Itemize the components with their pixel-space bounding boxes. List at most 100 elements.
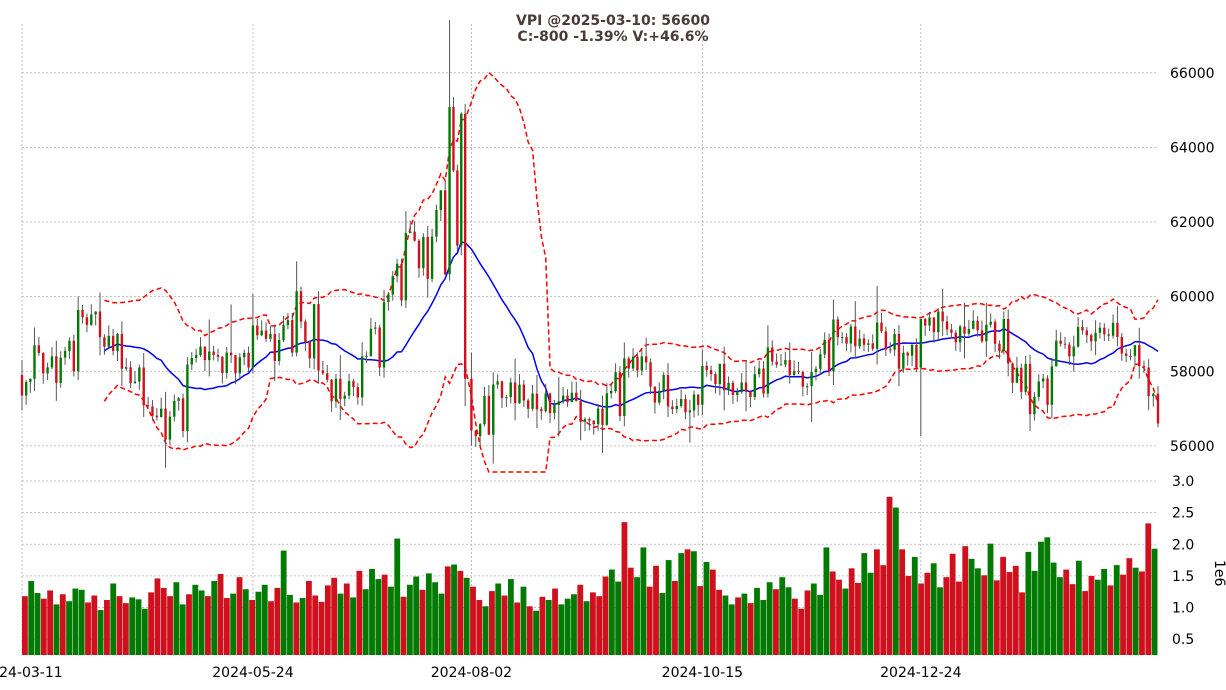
volume-bar [432, 582, 439, 655]
candle-up [33, 345, 36, 379]
candle-down [42, 353, 45, 374]
candle-up [967, 328, 971, 334]
candle-up [1050, 366, 1054, 405]
candle-up [658, 390, 661, 403]
candle-up [76, 310, 80, 372]
volume-bar [886, 496, 893, 655]
chart-title: VPI @2025-03-10: 56600 [516, 13, 710, 29]
volume-bar [1063, 569, 1070, 655]
candle-up [736, 392, 739, 395]
candle-down [1090, 335, 1093, 342]
volume-bar [381, 574, 388, 655]
volume-bar [842, 588, 849, 655]
volume-bar [501, 595, 508, 655]
candle-down [941, 311, 944, 322]
volume-bar [110, 583, 117, 655]
candle-up [177, 398, 180, 401]
candle-up [518, 384, 521, 404]
volume-bar [40, 598, 47, 655]
candle-up [832, 319, 835, 372]
candle-down [923, 318, 927, 326]
volume-bar [918, 583, 924, 655]
candle-down [55, 356, 58, 383]
candle-down [627, 358, 630, 369]
candle-up [260, 330, 263, 336]
volume-bar [526, 606, 533, 655]
volume-bar [968, 558, 975, 655]
candle-up [478, 424, 482, 437]
volume-bar [173, 582, 180, 655]
candle-down [470, 378, 473, 431]
volume-panel: 0.5 1.0 1.5 2.0 2.5 3.0 [22, 474, 1194, 655]
candle-up [806, 386, 809, 388]
volume-bar [697, 586, 704, 655]
candle-up [409, 231, 412, 234]
candle-up [640, 356, 644, 371]
candle-down [1142, 366, 1146, 368]
volume-bar [104, 599, 110, 655]
candle-down [579, 401, 582, 422]
candle-down [705, 365, 708, 371]
candle-up [766, 347, 770, 394]
bollinger-middle-line [103, 241, 1159, 408]
candle-up [194, 355, 198, 358]
candle-down [1028, 363, 1032, 415]
candle-up [343, 395, 346, 399]
volume-bar [899, 549, 906, 655]
volume-bar [356, 570, 363, 655]
volume-bar [627, 567, 634, 655]
candle-down [684, 398, 687, 413]
candle-up [374, 327, 377, 329]
candle-up [94, 311, 97, 315]
chart-subtitle: C:-800 -1.39% V:+46.6% [517, 29, 708, 45]
candle-down [321, 370, 325, 374]
volume-bar [583, 601, 590, 655]
volume-bar [640, 547, 647, 655]
volume-bar [1145, 523, 1152, 655]
candle-up [823, 339, 826, 355]
candle-down [592, 420, 595, 425]
candle-up [29, 378, 32, 383]
volume-bar [930, 563, 937, 655]
candle-up [972, 320, 975, 329]
volume-bar [924, 572, 931, 655]
candle-down [1011, 363, 1014, 383]
volume-bar [324, 585, 331, 655]
volume-bar [419, 589, 426, 655]
candle-down [352, 381, 355, 388]
volume-bar [943, 577, 950, 655]
candle-down [950, 329, 953, 333]
candle-up [505, 397, 508, 399]
candle-down [234, 355, 237, 374]
candle-up [810, 372, 813, 387]
candle-down [618, 372, 622, 417]
volume-bar [255, 591, 262, 655]
price-axis-ticks: 56000 58000 60000 62000 64000 66000 [1170, 66, 1215, 455]
candle-down [304, 321, 307, 342]
candle-down [513, 382, 517, 404]
volume-bar [28, 580, 35, 655]
volume-bar [205, 596, 211, 655]
bollinger-bands [103, 71, 1159, 473]
volume-bar [810, 583, 817, 655]
candle-down [744, 382, 748, 392]
candle-up [243, 352, 246, 358]
candle-down [181, 398, 185, 431]
candle-down [797, 371, 800, 373]
candle-down [527, 400, 530, 409]
candle-up [893, 333, 896, 350]
candle-down [696, 394, 700, 405]
volume-bar [97, 610, 104, 655]
volume-bar [602, 576, 609, 655]
volume-bar [1044, 537, 1051, 655]
volume-bar [905, 575, 912, 655]
volume-bar [735, 597, 741, 655]
volume-bar [1012, 565, 1019, 655]
candle-up [460, 113, 463, 246]
candle-down [1046, 378, 1049, 405]
candle-up [225, 352, 228, 374]
candle-up [116, 333, 119, 352]
candle-up [277, 340, 281, 361]
volume-bar [615, 581, 622, 655]
